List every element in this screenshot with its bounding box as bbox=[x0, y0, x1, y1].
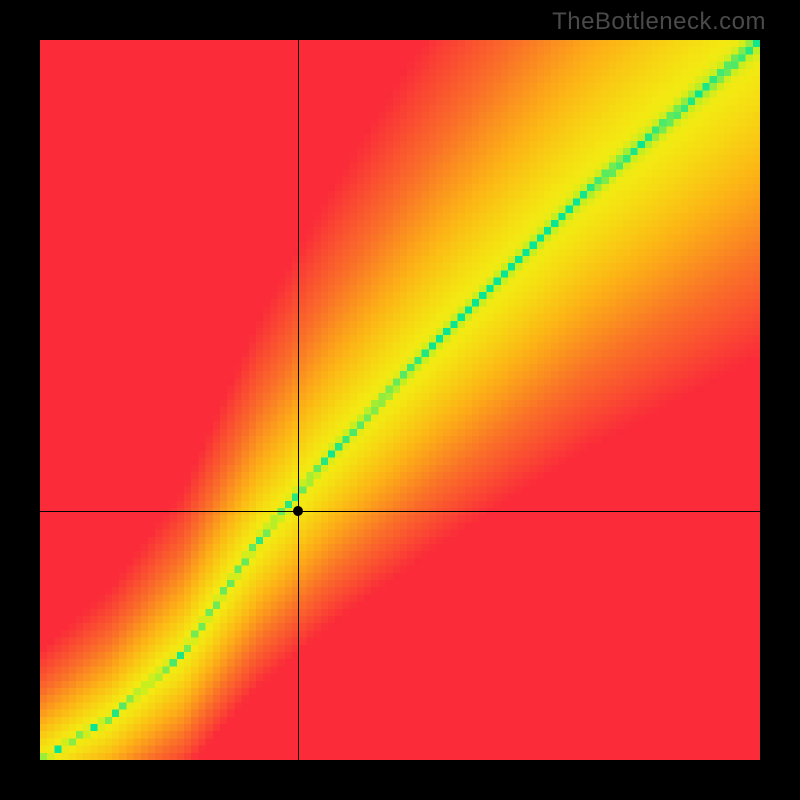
plot-area bbox=[40, 40, 760, 760]
heatmap-canvas bbox=[40, 40, 760, 760]
crosshair-horizontal bbox=[40, 511, 760, 512]
crosshair-vertical bbox=[298, 40, 299, 760]
marker-dot bbox=[293, 506, 303, 516]
watermark-text: TheBottleneck.com bbox=[552, 8, 766, 36]
